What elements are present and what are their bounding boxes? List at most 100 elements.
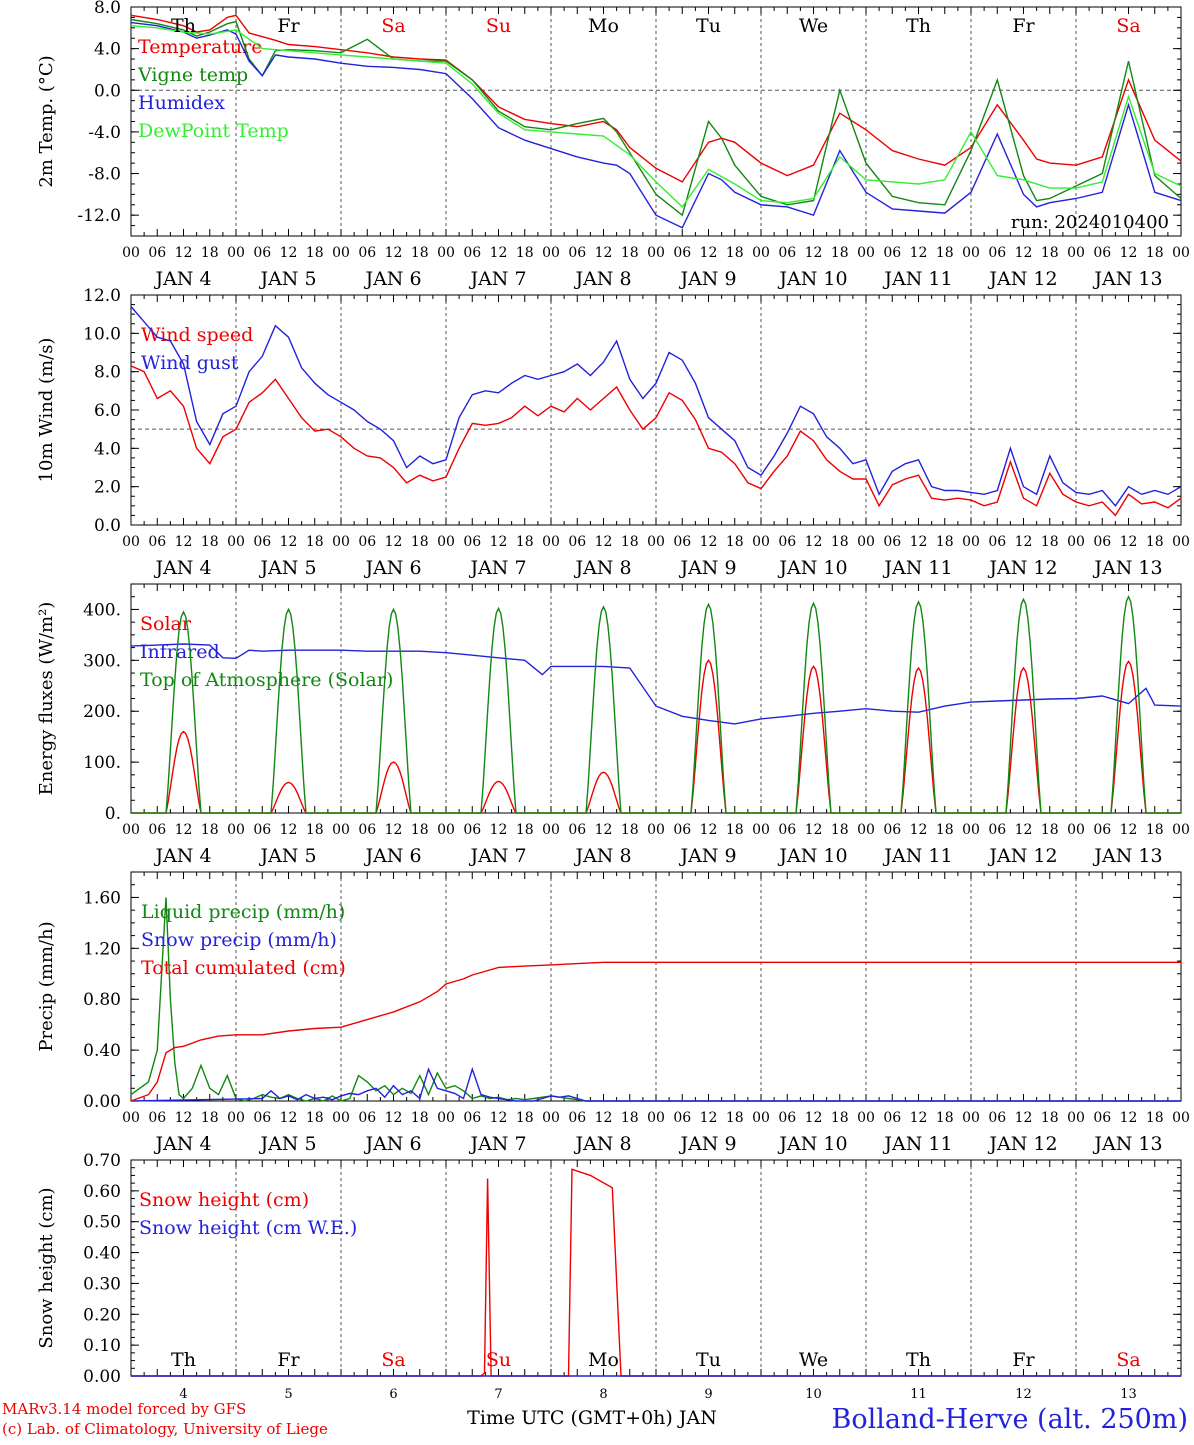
date-label: JAN 6 — [363, 268, 421, 290]
day-of-week-label: Th — [906, 1349, 931, 1371]
model-credit: MARv3.14 model forced by GFS — [2, 1400, 246, 1418]
legend-entry: Solar — [140, 613, 192, 635]
x-tick-label: 18 — [306, 245, 324, 261]
panel-3: 400. 300. 200. 100. 0. Energy fluxes (W/m²) So… — [36, 583, 1190, 867]
x-tick-label: 00 — [647, 534, 665, 550]
day-number-label: 5 — [284, 1387, 292, 1402]
x-tick-label: 18 — [621, 1110, 639, 1126]
x-tick-label: 00 — [962, 822, 980, 838]
date-label: JAN 11 — [882, 1133, 952, 1155]
y-tick-label: 4.0 — [94, 40, 121, 60]
y-axis-label: Precip (mm/h) — [36, 921, 57, 1051]
x-tick-label: 00 — [332, 245, 350, 261]
x-tick-label: 12 — [595, 822, 613, 838]
day-of-week-label: Fr — [1012, 15, 1035, 37]
day-number-label: 13 — [1120, 1387, 1137, 1402]
day-of-week-label: We — [799, 1349, 828, 1371]
date-label: JAN 7 — [468, 268, 526, 290]
legend-entry: Total cumulated (cm) — [141, 957, 346, 979]
x-tick-label: 06 — [463, 245, 481, 261]
x-tick-label: 00 — [332, 534, 350, 550]
x-tick-label: 00 — [1172, 245, 1190, 261]
x-tick-label: 18 — [831, 534, 849, 550]
x-tick-label: 18 — [726, 245, 744, 261]
day-of-week-label: Sa — [381, 1349, 405, 1371]
date-label: JAN 11 — [882, 268, 952, 290]
series-temperature — [130, 14, 1182, 183]
date-label: JAN 9 — [678, 557, 736, 579]
x-tick-label: 12 — [175, 1110, 193, 1126]
legend-entry: Snow height (cm) — [139, 1189, 309, 1211]
date-label: JAN 9 — [678, 268, 736, 290]
x-tick-label: 06 — [1093, 245, 1111, 261]
x-tick-label: 18 — [1041, 245, 1059, 261]
day-of-week-label: Fr — [1012, 1349, 1035, 1371]
x-tick-label: 00 — [962, 534, 980, 550]
x-tick-label: 06 — [988, 534, 1006, 550]
x-tick-label: 06 — [673, 534, 691, 550]
y-tick-label: -12.0 — [77, 206, 121, 226]
day-of-week-label: Th — [171, 15, 196, 37]
station-name: Bolland-Herve (alt. 250m) — [832, 1404, 1188, 1435]
x-tick-label: 06 — [568, 1110, 586, 1126]
date-label: JAN 5 — [258, 268, 316, 290]
x-tick-label: 18 — [1041, 534, 1059, 550]
x-tick-label: 12 — [1120, 534, 1138, 550]
x-tick-label: 12 — [1120, 1110, 1138, 1126]
date-label: JAN 10 — [777, 1133, 847, 1155]
x-tick-label: 06 — [778, 245, 796, 261]
x-tick-label: 00 — [542, 245, 560, 261]
date-label: JAN 6 — [363, 557, 421, 579]
day-number-label: 10 — [805, 1387, 822, 1402]
x-tick-label: 12 — [1120, 822, 1138, 838]
date-label: JAN 5 — [258, 557, 316, 579]
x-tick-label: 12 — [385, 1110, 403, 1126]
x-tick-label: 12 — [1015, 245, 1033, 261]
x-tick-label: 06 — [358, 1110, 376, 1126]
y-tick-label: 400. — [83, 600, 121, 620]
x-tick-label: 00 — [1067, 245, 1085, 261]
day-of-week-label: Tu — [696, 1349, 721, 1371]
y-tick-label: 0.30 — [83, 1274, 121, 1294]
x-tick-label: 00 — [542, 1110, 560, 1126]
y-tick-label: 0.60 — [83, 1182, 121, 1202]
y-tick-label: 0.0 — [94, 81, 121, 101]
x-tick-label: 06 — [568, 245, 586, 261]
y-tick-label: 4.0 — [94, 439, 121, 459]
x-tick-label: 18 — [516, 1110, 534, 1126]
series-top-of-atmosphere-solar- — [131, 594, 1181, 814]
legend-entry: Humidex — [138, 92, 225, 114]
x-tick-label: 18 — [201, 534, 219, 550]
x-tick-label: 00 — [962, 1110, 980, 1126]
series-wind-gust — [130, 306, 1182, 507]
x-tick-label: 00 — [227, 1110, 245, 1126]
x-tick-label: 12 — [910, 1110, 928, 1126]
x-tick-label: 06 — [358, 822, 376, 838]
x-tick-label: 00 — [437, 534, 455, 550]
x-tick-label: 18 — [411, 1110, 429, 1126]
x-tick-label: 06 — [148, 1110, 166, 1126]
day-of-week-label: Tu — [696, 15, 721, 37]
day-number-label: 8 — [599, 1387, 607, 1402]
date-label: JAN 12 — [987, 557, 1057, 579]
y-tick-label: 0.10 — [83, 1336, 121, 1356]
date-label: JAN 9 — [678, 845, 736, 867]
x-tick-label: 00 — [647, 1110, 665, 1126]
legend-entry: Snow height (cm W.E.) — [139, 1217, 357, 1239]
x-tick-label: 18 — [1041, 1110, 1059, 1126]
y-tick-label: 12.0 — [83, 286, 121, 306]
x-tick-label: 00 — [1067, 534, 1085, 550]
date-label: JAN 13 — [1092, 268, 1162, 290]
date-label: JAN 9 — [678, 1133, 736, 1155]
y-tick-label: 0.40 — [83, 1244, 121, 1264]
legend-entry: Liquid precip (mm/h) — [141, 901, 345, 923]
day-number-label: 11 — [910, 1387, 927, 1402]
x-tick-label: 00 — [122, 245, 140, 261]
y-tick-label: 0.80 — [83, 990, 121, 1010]
x-tick-label: 06 — [988, 822, 1006, 838]
x-tick-label: 18 — [936, 534, 954, 550]
x-tick-label: 06 — [148, 822, 166, 838]
x-tick-label: 12 — [385, 822, 403, 838]
x-tick-label: 00 — [122, 822, 140, 838]
panel-1: 8.0 4.0 0.0 -4.0 -8.0 -12.0 2m Temp. (°C) Tempe… — [36, 0, 1190, 290]
